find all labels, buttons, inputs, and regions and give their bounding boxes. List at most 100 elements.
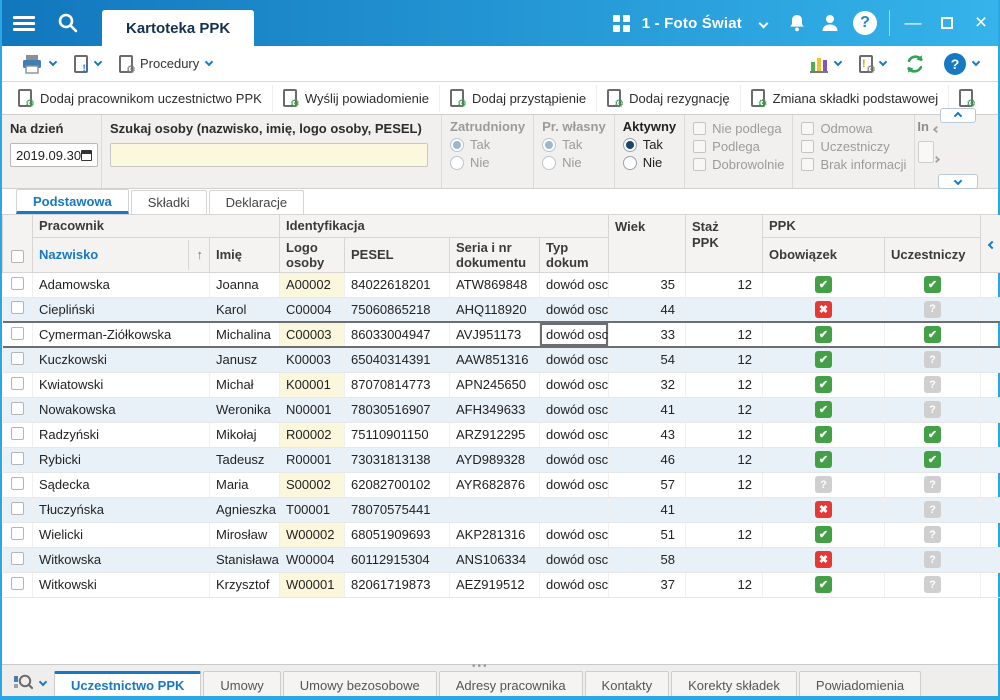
- table-row[interactable]: WielickiMirosławW0000268051909693AKP2813…: [3, 522, 1000, 547]
- column-header-nazwisko[interactable]: Nazwisko ↑: [33, 237, 210, 272]
- window-tab-kartoteka-ppk[interactable]: Kartoteka PPK: [102, 10, 254, 46]
- refresh-button[interactable]: [895, 49, 935, 79]
- radio-option-tak[interactable]: Tak: [623, 137, 676, 152]
- cell-typ-dokumentu: dowód osc: [540, 397, 609, 422]
- print-button[interactable]: [12, 49, 65, 79]
- sort-ascending-icon[interactable]: ↑: [188, 240, 204, 270]
- checkbox-option-uczestniczy: Uczestniczy: [801, 139, 906, 154]
- close-icon: ×: [975, 11, 987, 35]
- collapse-filters-button[interactable]: [940, 108, 976, 123]
- row-checkbox[interactable]: [11, 301, 24, 314]
- hamburger-menu-button[interactable]: [2, 0, 46, 46]
- table-row[interactable]: Cymerman-ZiółkowskaMichalinaC00003860330…: [3, 322, 1000, 347]
- close-button[interactable]: ×: [964, 0, 998, 46]
- tab-podstawowa[interactable]: Podstawowa: [16, 189, 129, 214]
- row-checkbox[interactable]: [11, 377, 24, 390]
- table-row[interactable]: TłuczyńskaAgnieszkaT000017807057544141✖?: [3, 497, 1000, 522]
- table-row[interactable]: KwiatowskiMichałK0000187070814773APN2456…: [3, 372, 1000, 397]
- operations-button[interactable]: ‼: [65, 49, 110, 79]
- tab-deklaracje[interactable]: Deklaracje: [209, 190, 304, 214]
- help-button[interactable]: ?: [847, 0, 883, 46]
- tab-składki[interactable]: Składki: [131, 190, 207, 214]
- chevron-right-icon: [933, 156, 940, 163]
- row-checkbox[interactable]: [11, 477, 24, 490]
- table-row[interactable]: NowakowskaWeronikaN0000178030516907AFH34…: [3, 397, 1000, 422]
- procedures-button[interactable]: ⚙ Procedury: [110, 49, 221, 79]
- radio-icon[interactable]: [623, 156, 637, 170]
- row-checkbox[interactable]: [11, 277, 24, 290]
- modules-grid-icon[interactable]: [613, 15, 630, 32]
- check-status-icon: ✔: [815, 526, 832, 543]
- row-checkbox[interactable]: [11, 327, 24, 340]
- action-button-2[interactable]: ⚙Wyślij powiadomienie: [273, 85, 440, 112]
- cell-typ-dokumentu: dowód osc: [540, 272, 609, 297]
- table-row[interactable]: RadzyńskiMikołajR0000275110901150ARZ9122…: [3, 422, 1000, 447]
- column-header-staz-ppk[interactable]: Staż PPK: [686, 215, 763, 272]
- row-checkbox[interactable]: [11, 452, 24, 465]
- alerts-settings-button[interactable]: !⚙: [850, 49, 895, 79]
- user-button[interactable]: [813, 0, 847, 46]
- analytics-button[interactable]: [801, 49, 850, 79]
- expand-filters-button[interactable]: [938, 174, 978, 189]
- search-input[interactable]: [110, 143, 428, 167]
- table-row[interactable]: AdamowskaJoannaA0000284022618201ATW86984…: [3, 272, 1000, 297]
- cell-pesel: 84022618201: [345, 272, 450, 297]
- cell-nazwisko: Sądecka: [33, 472, 210, 497]
- collapse-side-panel-button[interactable]: [981, 215, 1000, 272]
- cell-pesel: 75060865218: [345, 297, 450, 322]
- search-button[interactable]: [46, 0, 90, 46]
- cell-typ-dokumentu: dowód osc: [540, 472, 609, 497]
- table-row[interactable]: WitkowskiKrzysztofW0000182061719873AEZ91…: [3, 572, 1000, 597]
- radio-icon: [450, 138, 464, 152]
- column-header-seria[interactable]: Seria i nr dokumentu: [450, 237, 540, 272]
- table-row[interactable]: SądeckaMariaS0000262082700102AYR682876do…: [3, 472, 1000, 497]
- splitter-handle[interactable]: •••: [472, 664, 489, 670]
- radio-icon[interactable]: [623, 138, 637, 152]
- action-button-5[interactable]: ⚙Zmiana składki podstawowej: [741, 85, 949, 112]
- select-all-checkbox[interactable]: [11, 250, 24, 263]
- column-header-imie[interactable]: Imię: [210, 237, 280, 272]
- action-button-4[interactable]: ⚙Dodaj rezygnację: [597, 85, 740, 112]
- column-header-obowiazek[interactable]: Obowiązek: [763, 237, 885, 272]
- column-header-logo-osoby[interactable]: Logo osoby: [280, 237, 345, 272]
- row-checkbox[interactable]: [11, 352, 24, 365]
- column-header-wiek[interactable]: Wiek: [609, 215, 686, 272]
- table-row[interactable]: KuczkowskiJanuszK0000365040314391AAW8513…: [3, 347, 1000, 372]
- records-search-icon: [12, 672, 34, 692]
- cell-nazwisko: Nowakowska: [33, 397, 210, 422]
- company-chevron-down-icon[interactable]: [759, 18, 769, 28]
- help-menu-button[interactable]: ?: [935, 49, 988, 79]
- radio-option-nie[interactable]: Nie: [623, 155, 676, 170]
- checkbox-label: Odmowa: [820, 121, 872, 136]
- row-checkbox[interactable]: [11, 527, 24, 540]
- cell-seria: AEZ919512: [450, 572, 540, 597]
- row-checkbox[interactable]: [11, 402, 24, 415]
- row-end-cell: [981, 547, 1000, 572]
- column-header-uczestniczy[interactable]: Uczestniczy: [885, 237, 981, 272]
- cell-nazwisko: Adamowska: [33, 272, 210, 297]
- cell-pesel: 62082700102: [345, 472, 450, 497]
- table-row[interactable]: CieplińskiKarolC0000475060865218AHQ11892…: [3, 297, 1000, 322]
- row-checkbox[interactable]: [11, 577, 24, 590]
- minimize-button[interactable]: —: [896, 0, 930, 46]
- table-row[interactable]: WitkowskaStanisławaW0000460112915304ANS1…: [3, 547, 1000, 572]
- cross-status-icon: ✖: [815, 551, 832, 568]
- maximize-button[interactable]: [930, 0, 964, 46]
- cell-staz-ppk: 12: [686, 472, 763, 497]
- cell-seria: [450, 497, 540, 522]
- notifications-button[interactable]: [781, 0, 813, 46]
- action-button-3[interactable]: ⚙Dodaj przystąpienie: [440, 85, 597, 112]
- row-checkbox[interactable]: [11, 552, 24, 565]
- checkbox-label: Podlega: [712, 139, 760, 154]
- row-checkbox[interactable]: [11, 427, 24, 440]
- row-checkbox[interactable]: [11, 502, 24, 515]
- search-label: Szukaj osoby (nazwisko, imię, logo osoby…: [110, 121, 433, 136]
- checkbox-option-nie-podlega: Nie podlega: [693, 121, 784, 136]
- date-input[interactable]: 2019.09.30: [10, 143, 98, 167]
- table-row[interactable]: RybickiTadeuszR0000173031813138AYD989328…: [3, 447, 1000, 472]
- checkbox-icon: [801, 140, 814, 153]
- action-button-1[interactable]: ⚙Dodaj pracownikom uczestnictwo PPK: [8, 85, 273, 112]
- check-status-icon: ✔: [815, 401, 832, 418]
- column-header-typ-dokumentu[interactable]: Typ dokum: [540, 237, 609, 272]
- column-header-pesel[interactable]: PESEL: [345, 237, 450, 272]
